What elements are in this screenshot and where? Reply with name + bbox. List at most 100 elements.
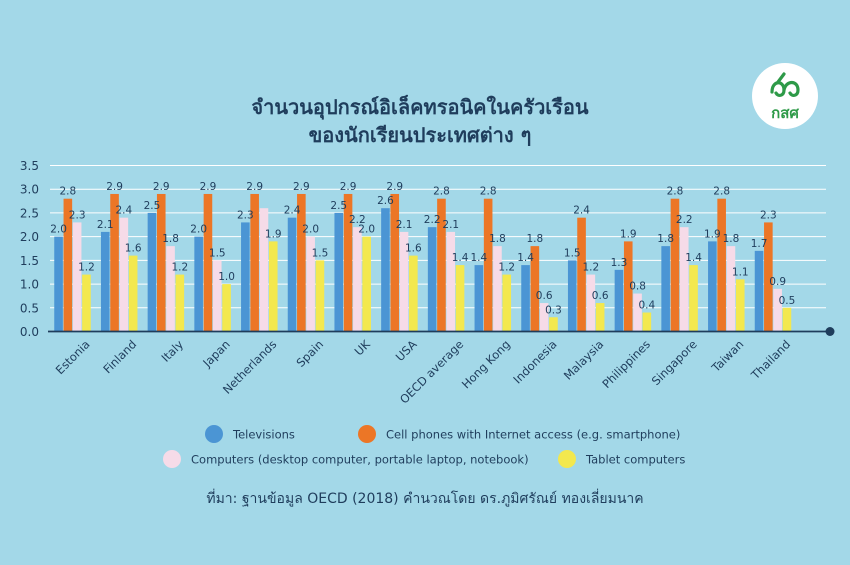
x-tick-label: Indonesia: [510, 337, 559, 386]
bar: [530, 246, 540, 332]
logo-text: กสศ: [771, 104, 799, 122]
bar: [353, 227, 362, 332]
data-label: 0.6: [536, 290, 553, 302]
bar: [642, 312, 652, 332]
bar: [623, 241, 633, 332]
x-tick-label: Philippines: [599, 337, 653, 391]
bar: [427, 227, 437, 332]
legend-label-cell-phones: Cell phones with Internet access (e.g. s…: [386, 428, 680, 442]
bar: [203, 193, 213, 332]
bar: [222, 284, 231, 332]
data-label: 2.8: [713, 186, 730, 198]
data-label: 2.6: [377, 195, 394, 207]
x-tick-label: Japan: [199, 337, 232, 370]
data-label: 0.4: [638, 300, 655, 312]
bar: [539, 303, 549, 332]
bar: [754, 250, 764, 332]
bar: [567, 260, 577, 332]
data-label: 0.9: [769, 276, 786, 288]
data-label: 2.9: [200, 181, 217, 193]
y-tick-label: 1.0: [20, 278, 39, 292]
data-label: 1.8: [162, 233, 179, 245]
bar: [493, 246, 502, 332]
bar: [119, 217, 129, 332]
data-label: 1.1: [732, 266, 749, 278]
bar: [735, 279, 745, 332]
bar: [549, 317, 558, 332]
bar: [679, 227, 689, 332]
data-label: 2.3: [760, 209, 777, 221]
x-tick-label: Spain: [293, 337, 326, 370]
data-label: 2.3: [69, 209, 86, 221]
data-label: 1.0: [218, 271, 235, 283]
data-label: 2.8: [59, 186, 76, 198]
data-label: 1.2: [171, 262, 188, 274]
bar: [194, 236, 203, 332]
bar: [297, 193, 306, 332]
y-tick-label: 3.0: [20, 183, 39, 197]
logo: กสศ: [752, 63, 818, 129]
data-label: 1.4: [470, 252, 487, 264]
data-label: 1.5: [209, 247, 226, 259]
bar: [362, 236, 371, 332]
data-label: 2.8: [480, 186, 497, 198]
bar: [437, 198, 446, 332]
legend-swatch-televisions: [205, 425, 223, 443]
y-tick-label: 2.0: [20, 230, 39, 244]
bar: [315, 260, 325, 332]
data-label: 1.6: [405, 243, 422, 255]
bar: [782, 307, 792, 332]
data-label: 1.2: [78, 262, 95, 274]
bar: [708, 241, 717, 332]
data-label: 2.5: [144, 200, 161, 212]
data-label: 1.4: [517, 252, 534, 264]
chart-title-line-1: จำนวนอุปกรณ์อิเล็คทรอนิคในครัวเรือน: [251, 94, 588, 120]
legend-label-televisions: Televisions: [232, 428, 295, 442]
bar: [483, 198, 493, 332]
x-tick-label: Thailand: [748, 337, 794, 383]
data-labels: 2.02.82.31.22.12.92.41.62.52.91.81.22.02…: [50, 181, 795, 316]
data-label: 2.4: [115, 205, 132, 217]
legend-item-tablets: Tablet computers: [558, 450, 685, 468]
bar: [166, 246, 175, 332]
x-tick-label: Estonia: [53, 337, 93, 377]
bar: [128, 255, 138, 332]
data-label: 2.9: [106, 181, 123, 193]
data-label: 2.8: [433, 186, 450, 198]
data-label: 1.6: [125, 243, 142, 255]
bar: [147, 212, 157, 332]
data-label: 1.5: [312, 247, 329, 259]
data-label: 2.4: [573, 205, 590, 217]
x-tick-label: USA: [393, 337, 420, 364]
bar: [334, 212, 344, 332]
data-label: 2.8: [667, 186, 684, 198]
data-label: 0.5: [779, 295, 796, 307]
bar: [409, 255, 418, 332]
data-label: 1.8: [526, 233, 543, 245]
bar: [287, 217, 297, 332]
chart-title-line-2: ของนักเรียนประเทศต่าง ๆ: [309, 123, 532, 147]
data-label: 1.9: [704, 228, 721, 240]
data-label: 1.4: [685, 252, 702, 264]
y-tick-label: 0.5: [20, 301, 39, 315]
x-tick-label: UK: [352, 337, 374, 359]
data-label: 0.3: [545, 304, 562, 316]
legend-label-computers: Computers (desktop computer, portable la…: [191, 453, 529, 467]
data-label: 1.8: [657, 233, 674, 245]
data-label: 1.9: [265, 228, 282, 240]
data-label: 2.1: [97, 219, 114, 231]
bar: [381, 208, 390, 332]
bar: [595, 303, 605, 332]
data-label: 0.8: [629, 281, 646, 293]
bar: [474, 265, 484, 332]
axis-end-marker: [825, 327, 835, 336]
bars: [54, 193, 792, 332]
logo-mark-icon: [770, 72, 800, 97]
x-tick-label: Finland: [100, 337, 139, 376]
bar: [54, 236, 63, 332]
logo-badge: [752, 63, 818, 129]
legend-swatch-computers: [163, 450, 181, 468]
legend-item-computers: Computers (desktop computer, portable la…: [163, 450, 529, 468]
